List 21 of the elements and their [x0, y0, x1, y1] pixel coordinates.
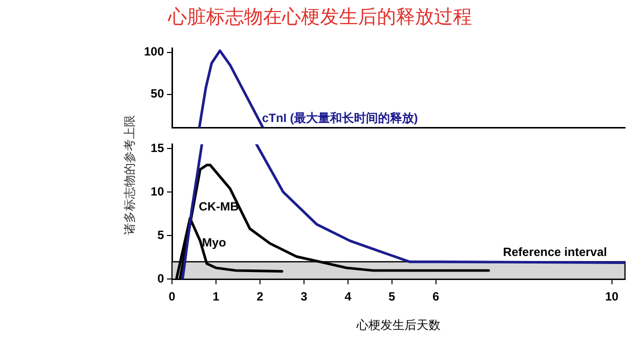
band-label: Reference interval [502, 245, 607, 260]
x-tick-label: 0 [168, 290, 176, 304]
x-tick-label: 10 [605, 290, 619, 304]
series-label: CK-MB [198, 199, 240, 214]
x-tick-label: 5 [388, 290, 396, 304]
y-tick-label: 50 [150, 86, 164, 101]
x-axis-title: 心梗发生后天数 [356, 318, 440, 332]
y-tick-label: 15 [150, 140, 164, 155]
y-tick-label: 100 [144, 44, 164, 59]
x-tick-label: 2 [256, 290, 264, 304]
series-label: Myo [202, 236, 226, 250]
y-tick-label: 0 [157, 272, 164, 286]
x-tick-label: 6 [432, 290, 440, 304]
y-tick-label: 5 [157, 228, 164, 242]
chart-title: 心脏标志物在心梗发生后的释放过程 [166, 5, 473, 30]
series-label: cTnI (最大量和长时间的释放) [262, 111, 418, 126]
x-tick-label: 3 [300, 290, 308, 304]
y-tick-label: 10 [150, 184, 164, 198]
y-axis-title: 诸多标志物的参考上限 [122, 115, 138, 235]
x-tick-label: 4 [344, 290, 352, 304]
x-tick-label: 1 [212, 290, 220, 304]
